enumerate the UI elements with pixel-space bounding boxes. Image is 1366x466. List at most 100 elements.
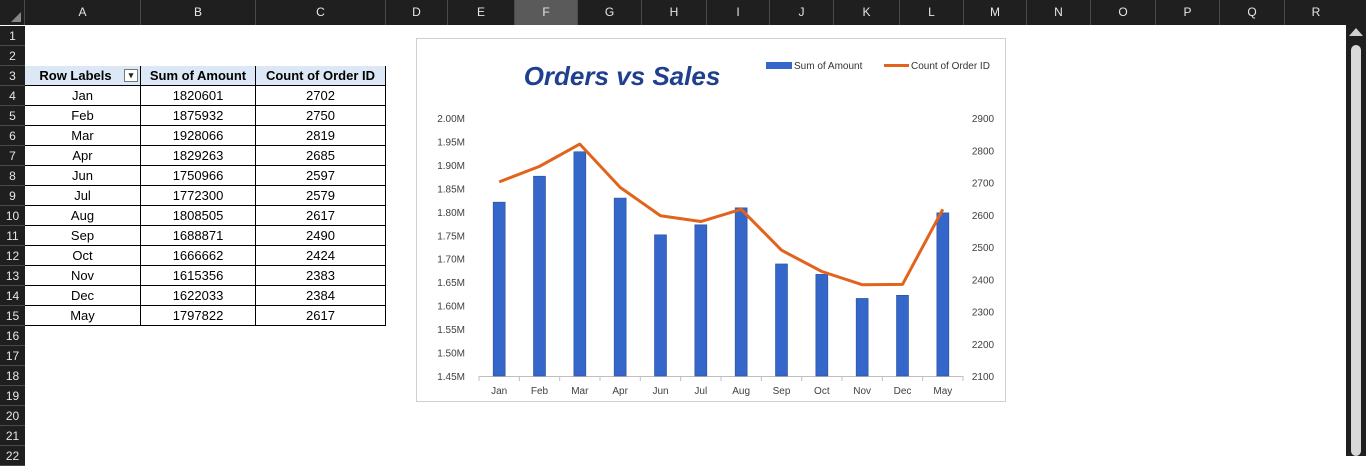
row-header-6[interactable]: 6 — [0, 126, 25, 146]
column-header-d[interactable]: D — [386, 0, 448, 25]
column-header-h[interactable]: H — [642, 0, 707, 25]
y-right-tick-label: 2600 — [972, 211, 995, 222]
pivot-cell-text: 2685 — [306, 148, 335, 163]
row-header-18[interactable]: 18 — [0, 366, 25, 386]
pivot-cell[interactable]: 2384 — [256, 286, 386, 306]
column-header-o[interactable]: O — [1091, 0, 1156, 25]
pivot-cell[interactable]: 2819 — [256, 126, 386, 146]
pivot-cell[interactable]: Jan — [25, 86, 141, 106]
column-header-f[interactable]: F — [515, 0, 578, 25]
pivot-cell[interactable]: 2702 — [256, 86, 386, 106]
row-header-3[interactable]: 3 — [0, 66, 25, 86]
row-header-7[interactable]: 7 — [0, 146, 25, 166]
row-header-11[interactable]: 11 — [0, 226, 25, 246]
scrollbar-thumb[interactable] — [1351, 45, 1361, 456]
pivot-cell[interactable]: 1750966 — [141, 166, 256, 186]
pivot-cell-text: 1666662 — [172, 248, 224, 263]
bar-sum-of-amount-feb — [533, 175, 546, 377]
pivot-cell[interactable]: 1772300 — [141, 186, 256, 206]
pivot-cell[interactable]: Aug — [25, 206, 141, 226]
row-header-4[interactable]: 4 — [0, 86, 25, 106]
column-header-m[interactable]: M — [964, 0, 1027, 25]
pivot-cell[interactable]: 2750 — [256, 106, 386, 126]
select-all-button[interactable] — [0, 0, 25, 25]
column-header-r[interactable]: R — [1285, 0, 1348, 25]
pivot-cell[interactable]: 1875932 — [141, 106, 256, 126]
pivot-cell-text: 2617 — [306, 308, 335, 323]
pivot-cell[interactable]: 2424 — [256, 246, 386, 266]
column-header-c[interactable]: C — [256, 0, 386, 25]
pivot-cell-text: Aug — [70, 208, 95, 223]
pivot-cell[interactable]: Dec — [25, 286, 141, 306]
pivot-cell[interactable]: Oct — [25, 246, 141, 266]
column-header-p[interactable]: P — [1156, 0, 1220, 25]
column-header-g[interactable]: G — [578, 0, 642, 25]
filter-dropdown-icon[interactable]: ▾ — [124, 69, 138, 82]
pivot-cell[interactable]: 1688871 — [141, 226, 256, 246]
pivot-cell[interactable]: 2685 — [256, 146, 386, 166]
pivot-cell[interactable]: 1829263 — [141, 146, 256, 166]
row-header-14[interactable]: 14 — [0, 286, 25, 306]
pivot-cell[interactable]: 1615356 — [141, 266, 256, 286]
column-header-q[interactable]: Q — [1220, 0, 1285, 25]
pivot-cell[interactable]: 1797822 — [141, 306, 256, 326]
pivot-cell[interactable]: Jul — [25, 186, 141, 206]
column-header-b[interactable]: B — [141, 0, 256, 25]
pivot-cell[interactable]: 2383 — [256, 266, 386, 286]
row-header-22[interactable]: 22 — [0, 446, 25, 466]
row-header-10[interactable]: 10 — [0, 206, 25, 226]
column-header-k[interactable]: K — [834, 0, 900, 25]
row-header-2[interactable]: 2 — [0, 46, 25, 66]
row-header-1[interactable]: 1 — [0, 26, 25, 46]
bar-sum-of-amount-jun — [654, 234, 667, 377]
column-header-i[interactable]: I — [707, 0, 770, 25]
scroll-up-arrow-icon[interactable] — [1349, 28, 1363, 36]
pivot-cell[interactable]: 1666662 — [141, 246, 256, 266]
pivot-cell-text: Feb — [71, 108, 94, 123]
y-left-tick-label: 1.95M — [437, 137, 465, 148]
pivot-header-1[interactable]: Sum of Amount — [141, 66, 256, 86]
row-header-13[interactable]: 13 — [0, 266, 25, 286]
row-header-19[interactable]: 19 — [0, 386, 25, 406]
row-header-12[interactable]: 12 — [0, 246, 25, 266]
pivot-cell-text: 2617 — [306, 208, 335, 223]
row-header-21[interactable]: 21 — [0, 426, 25, 446]
pivot-cell[interactable]: 2597 — [256, 166, 386, 186]
pivot-cell[interactable]: 2617 — [256, 306, 386, 326]
pivot-cell-text: 1615356 — [172, 268, 224, 283]
pivot-cell[interactable]: 1820601 — [141, 86, 256, 106]
column-header-l[interactable]: L — [900, 0, 964, 25]
pivot-cell[interactable]: 2579 — [256, 186, 386, 206]
pivot-cell[interactable]: Nov — [25, 266, 141, 286]
row-header-17[interactable]: 17 — [0, 346, 25, 366]
column-header-e[interactable]: E — [448, 0, 515, 25]
y-left-tick-label: 2.00M — [437, 114, 465, 125]
pivot-cell[interactable]: 2490 — [256, 226, 386, 246]
column-header-a[interactable]: A — [25, 0, 141, 25]
pivot-cell[interactable]: 1622033 — [141, 286, 256, 306]
pivot-cell[interactable]: 1808505 — [141, 206, 256, 226]
x-tick-label-feb: Feb — [531, 386, 549, 397]
pivot-cell[interactable]: May — [25, 306, 141, 326]
pivot-cell[interactable]: Mar — [25, 126, 141, 146]
pivot-cell[interactable]: Jun — [25, 166, 141, 186]
row-header-16[interactable]: 16 — [0, 326, 25, 346]
row-header-15[interactable]: 15 — [0, 306, 25, 326]
pivot-cell[interactable]: Feb — [25, 106, 141, 126]
pivot-cell[interactable]: 1928066 — [141, 126, 256, 146]
pivot-cell[interactable]: 2617 — [256, 206, 386, 226]
row-header-9[interactable]: 9 — [0, 186, 25, 206]
pivot-header-2[interactable]: Count of Order ID — [256, 66, 386, 86]
orders-vs-sales-chart[interactable]: Orders vs Sales Sum of Amount Count of Ord… — [416, 38, 1006, 402]
pivot-cell[interactable]: Apr — [25, 146, 141, 166]
column-header-n[interactable]: N — [1027, 0, 1091, 25]
row-header-8[interactable]: 8 — [0, 166, 25, 186]
y-left-tick-label: 1.70M — [437, 255, 465, 266]
column-header-j[interactable]: J — [770, 0, 834, 25]
row-header-20[interactable]: 20 — [0, 406, 25, 426]
pivot-cell[interactable]: Sep — [25, 226, 141, 246]
row-header-5[interactable]: 5 — [0, 106, 25, 126]
pivot-header-0[interactable]: Row Labels ▾ — [25, 66, 141, 86]
chart-canvas: Orders vs Sales Sum of Amount Count of Ord… — [437, 61, 995, 397]
bar-sum-of-amount-jul — [694, 224, 708, 377]
